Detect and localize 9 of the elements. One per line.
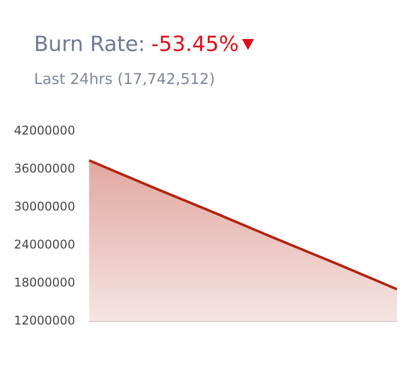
y-tick-label: 36000000 — [14, 161, 76, 176]
y-tick-label: 24000000 — [14, 238, 76, 252]
text: -53.45% — [151, 32, 239, 56]
y-tick-label: 42000000 — [14, 123, 76, 138]
chart-title: Burn Rate: — [34, 32, 146, 56]
y-tick-label: 18000000 — [14, 276, 76, 290]
y-tick-label: 12000000 — [14, 314, 76, 328]
chart-subtitle: Last 24hrs (17,742,512) — [34, 70, 215, 88]
y-tick-label: 30000000 — [14, 199, 76, 214]
